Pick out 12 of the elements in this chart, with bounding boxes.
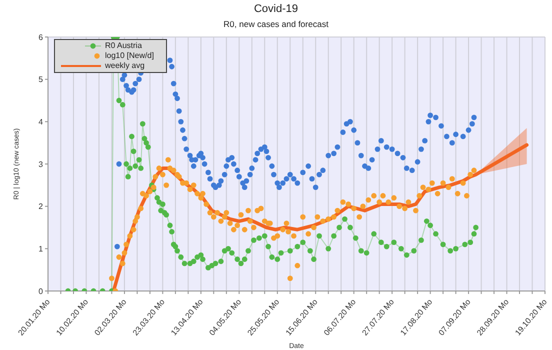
legend-label: weekly avg (105, 61, 145, 71)
y-tick-label: 3 (38, 160, 44, 169)
y-tick-label: 5 (38, 75, 44, 84)
y-tick-label: 4 (38, 118, 44, 127)
chart-subtitle: R0, new cases and forecast (222, 19, 330, 29)
chart-title: Covid-19 (252, 3, 300, 15)
y-tick-label: 6 (38, 32, 44, 42)
y-tick-label: 2 (38, 202, 44, 212)
legend-label: log10 [New/d] (105, 51, 154, 61)
legend-label: R0 Austria (105, 41, 142, 51)
y-tick-label: 0 (38, 286, 44, 296)
y-tick-label: 1 (38, 244, 44, 254)
